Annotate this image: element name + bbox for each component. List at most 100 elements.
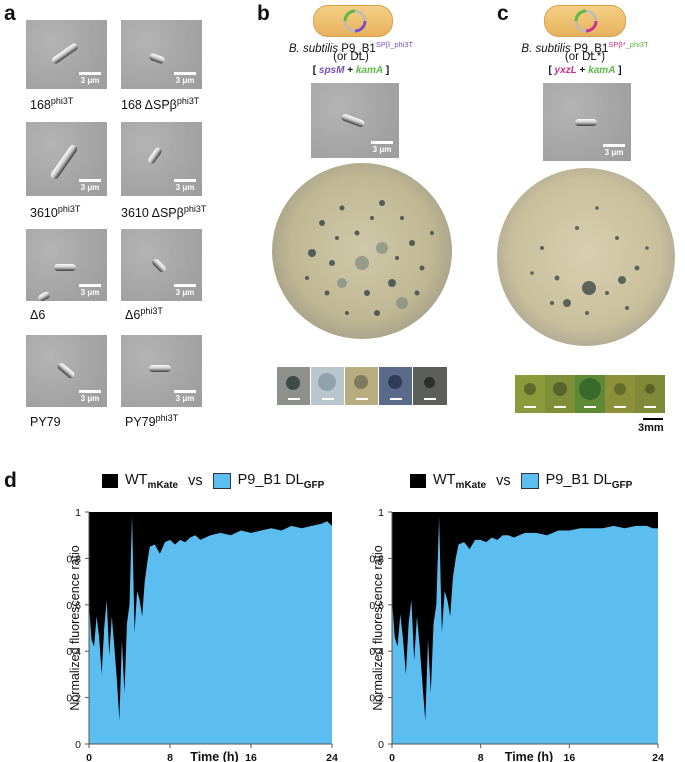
plasmid-icon: [343, 9, 367, 33]
strain-label: 3610 ΔSPβphi3T: [121, 204, 207, 221]
y-tick-label: 0: [75, 739, 81, 751]
scale-bar: 3 μm: [79, 179, 101, 192]
plaque-scale-bar: [643, 418, 663, 420]
bacterium-illustration: [544, 5, 626, 37]
plaque-thumbnail: [605, 375, 635, 413]
micrograph-3610-dspb-phi3t: 3 μm: [121, 122, 202, 196]
legend-swatch-wt: [102, 474, 118, 489]
scale-bar: 3 μm: [174, 72, 196, 85]
bacterial-cell: [340, 113, 366, 128]
strain-label: PY79phi3T: [125, 413, 179, 430]
bacterial-cell: [56, 361, 76, 380]
bacterial-cell: [49, 143, 79, 181]
scale-bar: 3 μm: [174, 390, 196, 403]
y-tick-label: 0.8: [369, 553, 384, 565]
legend-swatch-wt: [410, 474, 426, 489]
plaque-thumbnail: [545, 375, 575, 413]
y-tick-label: 0.4: [369, 646, 384, 658]
x-tick-label: 16: [563, 752, 575, 762]
plaque-thumbnail: [379, 367, 412, 405]
strain-label: PY79: [30, 415, 61, 430]
bacterial-cell: [148, 52, 166, 65]
y-tick-label: 1: [378, 507, 384, 519]
strain-label: 168 ΔSPβphi3T: [121, 96, 200, 113]
plaques-c: [530, 206, 649, 315]
scale-bar: 3 μm: [79, 390, 101, 403]
genes-b: [ spsM + kamA ]: [312, 65, 390, 76]
strain-subtitle-c: (or DL*): [564, 51, 606, 63]
plaque-scale-label: 3mm: [638, 422, 664, 434]
series-area-p9b1-gfp: [89, 514, 332, 744]
legend-gfp-label: P9_B1 DLGFP: [237, 472, 325, 491]
strain-label: Δ6phi3T: [125, 306, 163, 323]
plaque-thumbnail: [575, 375, 605, 413]
legend-vs: vs: [496, 473, 511, 490]
micrograph-delta6: 3 μm: [26, 229, 107, 301]
bacterial-cell: [37, 290, 51, 301]
x-tick-label: 0: [86, 752, 92, 762]
fluorescence-chart-left: 0 0.2 0.4 0.6 0.8 1 0 8 16 24 Time (h) Normalized f…: [66, 507, 338, 762]
x-tick-label: 8: [478, 752, 484, 762]
y-tick-label: 0.6: [369, 600, 384, 612]
scale-bar: 3 μm: [79, 72, 101, 85]
legend-right: WTmKate vs P9_B1 DLGFP: [410, 472, 632, 491]
petri-dish-c: [497, 168, 675, 346]
x-tick-label: 8: [167, 752, 173, 762]
micrograph-3610-phi3t: 3 μm: [26, 122, 107, 196]
series-area-p9b1-gfp: [392, 516, 658, 744]
y-tick-label: 0.6: [66, 600, 81, 612]
plaque-thumbnail: [413, 367, 447, 405]
legend-left: WTmKate vs P9_B1 DLGFP: [102, 472, 324, 491]
y-tick-label: 0.2: [66, 693, 81, 705]
y-tick-label: 0.2: [369, 693, 384, 705]
bacterium-illustration: [313, 5, 393, 37]
panel-letter-c: c: [497, 2, 509, 25]
x-tick-label: 0: [389, 752, 395, 762]
bacterial-cell: [54, 264, 76, 271]
legend-swatch-gfp: [520, 473, 539, 490]
bacterial-cell: [50, 42, 80, 65]
bacterial-cell: [150, 257, 168, 274]
plaque-thumbnail: [515, 375, 545, 413]
plaque-thumbnails-c: [515, 375, 665, 413]
plaques-b: [305, 200, 434, 316]
x-tick-label: 24: [652, 752, 664, 762]
y-axis-label: Normalized fluorescence ratio: [371, 545, 385, 710]
legend-swatch-gfp: [212, 473, 231, 490]
y-tick-label: 0.8: [66, 553, 81, 565]
fluorescence-chart-right: 0 0.2 0.4 0.6 0.8 1 0 8 16 24 Time (h) Normalized f…: [369, 507, 664, 762]
x-tick-label: 16: [245, 752, 257, 762]
x-tick-label: 24: [326, 752, 338, 762]
scale-bar: 3 μm: [174, 179, 196, 192]
strain-label: 3610phi3T: [30, 204, 81, 221]
micrograph-168-dspb-phi3t: 3 μm: [121, 20, 202, 89]
micrograph-168-phi3t: 3 μm: [26, 20, 107, 89]
x-axis-label: Time (h): [190, 750, 238, 762]
bacterial-cell: [575, 119, 597, 126]
plaque-thumbnail: [277, 367, 310, 405]
plasmid-icon: [574, 9, 598, 33]
micrograph-delta6-phi3t: 3 μm: [121, 229, 202, 301]
x-axis-label: Time (h): [505, 750, 553, 762]
plaque-thumbnail: [635, 375, 665, 413]
petri-dish-b: [272, 163, 452, 339]
strain-title-b: B. subtilis P9_B1SPβ_phi3T: [288, 40, 414, 55]
bacterial-cell: [146, 146, 164, 165]
panel-letter-b: b: [257, 2, 270, 25]
panel-letter-d: d: [4, 469, 17, 492]
y-tick-label: 1: [75, 507, 81, 519]
scale-bar: 3 μm: [79, 284, 101, 297]
micrograph-dl: 3 μm: [311, 83, 399, 158]
plaque-thumbnails-b: [277, 367, 447, 405]
y-axis-label: Normalized fluorescence ratio: [68, 545, 82, 710]
panel-letter-a: a: [4, 2, 16, 25]
plaque-thumbnail: [345, 367, 378, 405]
strain-subtitle-b: (or DL): [333, 51, 369, 63]
strain-title-c: B. subtilis P9_B1SPβ*_phi3T: [521, 40, 649, 55]
micrograph-dl-star: 3 μm: [543, 83, 631, 161]
legend-wt-label: WTmKate: [433, 472, 487, 491]
y-tick-label: 0: [378, 739, 384, 751]
legend-wt-label: WTmKate: [125, 472, 179, 491]
strain-label: Δ6: [30, 308, 46, 323]
plaque-thumbnail: [311, 367, 344, 405]
